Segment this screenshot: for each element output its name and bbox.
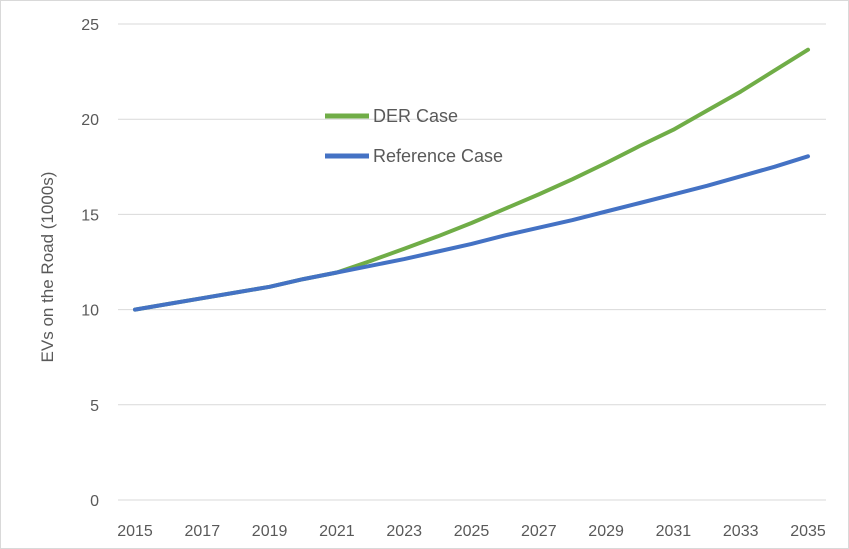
y-axis-tick-labels: 0 5 10 15 20 25	[81, 17, 99, 510]
legend: DER Case Reference Case	[325, 106, 503, 166]
x-tick-label: 2033	[723, 523, 759, 540]
legend-label-reference-case: Reference Case	[373, 146, 503, 166]
x-tick-label: 2031	[656, 523, 692, 540]
x-tick-label: 2029	[588, 523, 624, 540]
x-tick-label: 2017	[185, 523, 221, 540]
y-tick-label: 5	[90, 398, 99, 415]
x-tick-label: 2019	[252, 523, 288, 540]
series-line-reference-case	[133, 154, 810, 312]
y-tick-label: 15	[81, 207, 99, 224]
y-tick-label: 25	[81, 17, 99, 34]
series-lines	[133, 47, 810, 312]
legend-label-der-case: DER Case	[373, 106, 458, 126]
y-axis-title: EVs on the Road (1000s)	[38, 172, 57, 363]
x-axis-tick-labels: 2015 2017 2019 2021 2023 2025 2027 2029 2031 2033…	[117, 523, 826, 540]
gridlines	[118, 23, 826, 501]
y-tick-label: 0	[90, 493, 99, 510]
y-tick-label: 20	[81, 112, 99, 129]
x-tick-label: 2035	[790, 523, 826, 540]
y-tick-label: 10	[81, 303, 99, 320]
x-tick-label: 2015	[117, 523, 153, 540]
x-tick-label: 2025	[454, 523, 490, 540]
x-tick-label: 2027	[521, 523, 557, 540]
x-tick-label: 2021	[319, 523, 355, 540]
series-line-der-case	[133, 47, 810, 312]
x-tick-label: 2023	[386, 523, 422, 540]
